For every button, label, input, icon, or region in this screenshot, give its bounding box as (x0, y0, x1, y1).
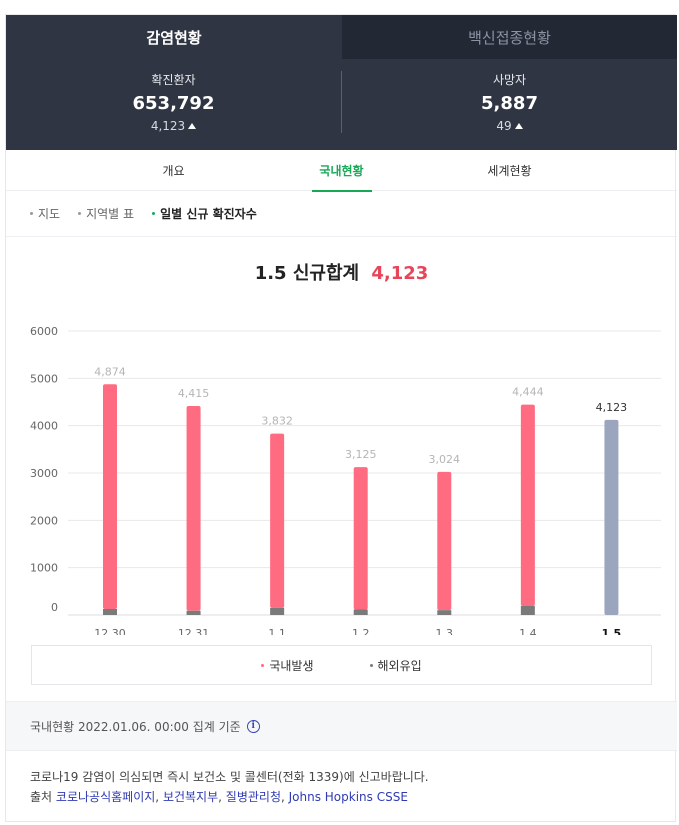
bar-domestic (353, 467, 368, 610)
bar-total-label: 4,415 (178, 387, 210, 400)
view-daily-cases-label: 일별 신규 확진자수 (160, 207, 257, 221)
daily-cases-bar-chart: 0 1000 2000 3000 4000 5000 6000 4,874 12.30 4,415… (30, 325, 661, 635)
bullet-icon (152, 212, 156, 215)
bar-imported (186, 610, 201, 615)
source-link-jhu-csse[interactable]: Johns Hopkins CSSE (288, 790, 408, 804)
footer-sources: 출처 코로나공식홈페이지, 보건복지부, 질병관리청, Johns Hopkin… (30, 790, 408, 804)
x-tick-label: 1.4 (519, 627, 537, 635)
bar-imported (270, 607, 285, 615)
increase-arrow-icon (188, 123, 197, 129)
bar-domestic (437, 471, 452, 611)
confirmed-delta: 4,123 (150, 117, 197, 135)
tab-world[interactable]: 세계현황 (487, 164, 532, 178)
main-tabs: 감염현황 백신접종현황 (6, 15, 677, 59)
deaths-delta: 49 (496, 117, 523, 135)
deaths-label: 사망자 (492, 73, 527, 87)
summary-panel: 확진환자 653,792 4,123 사망자 5,887 49 (6, 59, 677, 150)
chart-title: 1.5 신규합계 4,123 (6, 259, 677, 285)
y-tick-label: 1000 (30, 562, 58, 575)
bar-domestic (270, 433, 285, 608)
footer-report-notice: 코로나19 감염이 의심되면 즉시 보건소 및 콜센터(전화 1339)에 신고… (30, 770, 429, 784)
legend-imported-dot-icon (369, 663, 373, 667)
view-daily-cases[interactable]: 일별 신규 확진자수 (152, 205, 257, 222)
info-icon[interactable]: i (246, 719, 260, 733)
y-tick-label: 4000 (30, 420, 58, 433)
bar-total-label: 4,444 (512, 386, 544, 399)
tab-infection-status[interactable]: 감염현황 (6, 15, 342, 59)
increase-arrow-icon (514, 123, 523, 129)
legend-domestic-dot-icon (261, 663, 265, 667)
x-tick-label: 1.1 (268, 627, 286, 635)
bar-imported (520, 605, 535, 615)
chart-legend: 국내발생 해외유입 (31, 645, 652, 685)
sub-tabs: 개요 국내현황 세계현황 (6, 150, 677, 192)
confirmed-value: 653,792 (132, 93, 215, 114)
summary-divider (341, 71, 342, 133)
footer-notice: 코로나19 감염이 의심되면 즉시 보건소 및 콜센터(전화 1339)에 신고… (30, 767, 660, 807)
x-tick-label: 1.2 (352, 627, 370, 635)
bar-domestic (520, 404, 535, 606)
view-map-label: 지도 (38, 207, 61, 221)
bar-imported (437, 610, 452, 615)
view-map[interactable]: 지도 (30, 205, 60, 222)
chart-title-prefix: 1.5 신규합계 (254, 263, 360, 284)
view-region-table[interactable]: 지역별 표 (78, 205, 134, 222)
bullet-icon (78, 212, 82, 215)
y-tick-label: 6000 (30, 325, 58, 338)
deaths-value: 5,887 (481, 93, 538, 114)
bar-total-label: 3,125 (345, 448, 377, 461)
bar-domestic (103, 384, 117, 609)
legend-domestic-label: 국내발생 (269, 658, 314, 673)
tab-overview[interactable]: 개요 (162, 164, 185, 178)
x-tick-label: 1.3 (436, 627, 454, 635)
tab-domestic[interactable]: 국내현황 (298, 150, 386, 192)
legend-imported-label: 해외유입 (377, 658, 422, 673)
bullet-icon (30, 212, 33, 215)
x-tick-label: 1.5 (602, 627, 622, 635)
x-tick-label: 12.31 (178, 627, 210, 635)
bar-total-label: 4,874 (94, 365, 126, 378)
y-tick-label: 5000 (30, 372, 58, 385)
data-basis-bar: 국내현황 2022.01.06. 00:00 집계 기준 i (6, 701, 677, 751)
view-region-table-label: 지역별 표 (86, 207, 135, 221)
deaths-delta-value: 49 (496, 119, 512, 133)
tab-vaccination-status[interactable]: 백신접종현황 (342, 15, 677, 59)
y-tick-label: 2000 (30, 514, 58, 527)
bar-total-label: 3,832 (261, 415, 293, 428)
source-link-covid-official[interactable]: 코로나공식홈페이지 (55, 790, 156, 804)
bar-total-label: 3,024 (429, 453, 461, 466)
confirmed-label: 확진환자 (151, 73, 196, 87)
x-tick-label: 12.30 (94, 627, 126, 635)
bar-domestic (186, 406, 201, 611)
chart-title-total: 4,123 (371, 263, 429, 284)
y-tick-label: 3000 (30, 467, 58, 480)
covid-status-card: 감염현황 백신접종현황 확진환자 653,792 4,123 사망자 5,887… (5, 14, 677, 822)
confirmed-summary: 확진환자 653,792 4,123 (6, 59, 341, 150)
view-selector: 지도 지역별 표 일별 신규 확진자수 (6, 191, 677, 237)
footer-sources-prefix: 출처 (30, 790, 53, 804)
bar-today (604, 419, 619, 615)
data-basis-text: 국내현황 2022.01.06. 00:00 집계 기준 (30, 719, 241, 734)
legend-domestic: 국내발생 (261, 657, 314, 674)
source-link-kdca[interactable]: 질병관리청 (225, 790, 281, 804)
bar-total-label: 4,123 (596, 401, 628, 414)
confirmed-delta-value: 4,123 (150, 119, 186, 133)
y-tick-label: 0 (51, 601, 58, 614)
legend-imported: 해외유입 (369, 657, 422, 674)
source-link-mohw[interactable]: 보건복지부 (162, 790, 219, 804)
bar-imported (103, 608, 117, 615)
bar-imported (353, 609, 368, 615)
deaths-summary: 사망자 5,887 49 (342, 59, 677, 150)
